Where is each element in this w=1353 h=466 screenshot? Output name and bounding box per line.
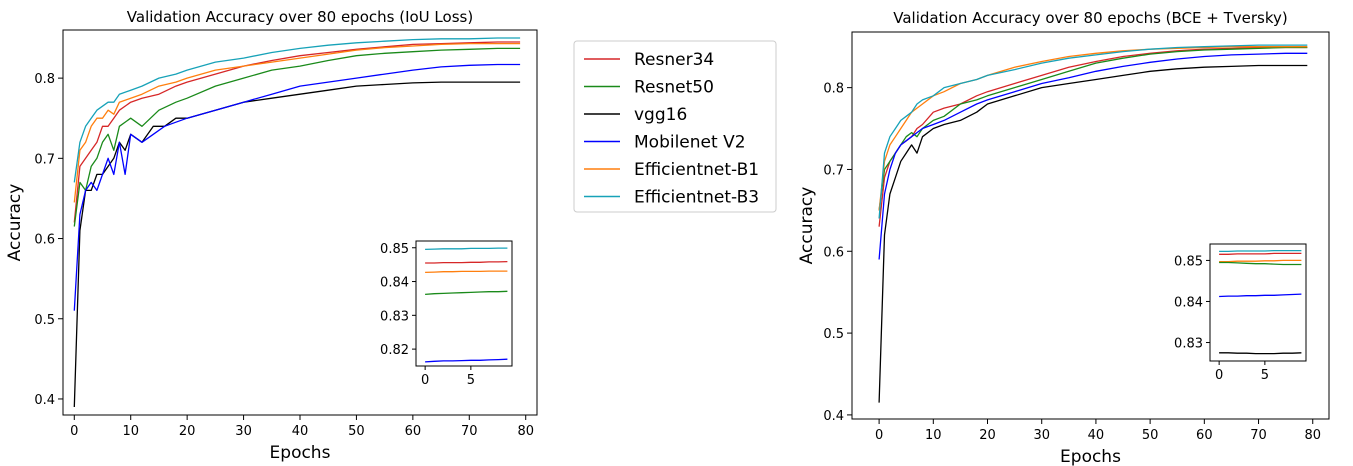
legend-label: Efficientnet-B1: [634, 160, 759, 180]
x-axis-label: Epochs: [1060, 447, 1121, 466]
y-tick-label: 0.4: [34, 393, 55, 408]
legend-label: Resnet50: [634, 78, 714, 98]
x-tick-label: 40: [292, 424, 309, 439]
inset-y-tick-label: 0.83: [380, 309, 409, 324]
legend-frame: [573, 40, 777, 213]
y-tick-label: 0.5: [823, 327, 844, 342]
inset-series-line-resnet50: [1219, 261, 1302, 266]
inset-frame: [415, 240, 513, 367]
x-axis-label: Epochs: [270, 443, 331, 463]
inset-series-line-efficientnet-b3: [425, 247, 508, 251]
x-tick-label: 80: [517, 424, 534, 439]
series-line-mobilenet-v2: [73, 63, 521, 311]
x-tick-label: 20: [179, 424, 196, 439]
y-axis-label: Accuracy: [797, 187, 817, 265]
inset-plot: 0 5 0.82 0.83 0.84 0.85: [380, 240, 513, 388]
series-line-mobilenet-v2: [878, 52, 1308, 260]
chart-title: Validation Accuracy over 80 epochs (IoU …: [127, 8, 473, 26]
y-tick-label: 0.7: [823, 163, 844, 178]
x-tick-label: 0: [875, 428, 883, 443]
y-tick-label: 0.6: [823, 245, 844, 260]
x-tick-label: 50: [1142, 428, 1159, 443]
y-axis-label: Accuracy: [5, 184, 25, 262]
y-tick-label: 0.8: [34, 72, 55, 87]
legend-item-resnet50: Resnet50: [584, 78, 714, 98]
x-tick-label: 60: [405, 424, 422, 439]
legend-label: Efficientnet-B3: [634, 188, 759, 208]
x-tick-label: 30: [1033, 428, 1050, 443]
x-tick-label: 50: [348, 424, 365, 439]
y-tick-label: 0.6: [34, 233, 55, 248]
series-line-efficientnet-b3: [878, 44, 1308, 219]
inset-series-line-efficientnet-b1: [425, 270, 508, 274]
legend-item-efficientnet-b1: Efficientnet-B1: [584, 160, 759, 180]
legend-item-efficientnet-b3: Efficientnet-B3: [584, 188, 759, 208]
inset-series-line-resner34: [1219, 252, 1302, 255]
inset-series-line-resner34: [425, 260, 508, 264]
y-tick-label: 0.8: [823, 82, 844, 97]
series-group: [73, 37, 521, 408]
x-tick-label: 10: [122, 424, 139, 439]
legend-item-resner34: Resner34: [584, 50, 714, 70]
x-tick-label: 20: [979, 428, 996, 443]
series-line-vgg16: [878, 64, 1308, 403]
inset-y-tick-label: 0.82: [380, 343, 409, 358]
x-tick-label: 60: [1196, 428, 1213, 443]
legend-label: Mobilenet V2: [634, 133, 746, 153]
legend-label: Resner34: [634, 50, 714, 70]
inset-x-tick-label: 5: [1261, 368, 1269, 383]
legend: Resner34 Resnet50 vgg16 Mobilenet V2 Efficie…: [573, 40, 777, 213]
inset-series-line-mobilenet-v2: [1219, 293, 1302, 298]
inset-y-tick-label: 0.84: [1174, 295, 1203, 310]
series-line-resnet50: [73, 47, 521, 227]
inset-x-tick-label: 5: [467, 373, 475, 388]
x-tick-label: 10: [925, 428, 942, 443]
inset-series-line-resnet50: [425, 290, 508, 296]
inset-series-line-efficientnet-b3: [1219, 249, 1302, 253]
x-tick-label: 80: [1304, 428, 1321, 443]
chart-panel-2: Validation Accuracy over 80 epochs (BCE …: [797, 9, 1330, 466]
inset-x-tick-label: 0: [421, 373, 429, 388]
x-tick-label: 0: [70, 424, 78, 439]
x-tick-label: 30: [235, 424, 252, 439]
x-tick-label: 70: [461, 424, 478, 439]
series-line-vgg16: [73, 81, 521, 408]
inset-y-tick-label: 0.85: [380, 242, 409, 257]
x-tick-label: 40: [1088, 428, 1105, 443]
inset-y-tick-label: 0.84: [380, 276, 409, 291]
inset-x-tick-label: 0: [1215, 368, 1223, 383]
inset-series-line-vgg16: [1219, 352, 1302, 355]
inset-y-tick-label: 0.83: [1174, 337, 1203, 352]
inset-series-line-mobilenet-v2: [425, 358, 508, 363]
chart-panel-1: Validation Accuracy over 80 epochs (IoU …: [5, 8, 538, 463]
series-line-efficientnet-b1: [878, 46, 1308, 211]
inset-series-line-efficientnet-b1: [1219, 259, 1302, 263]
series-line-efficientnet-b1: [73, 42, 521, 203]
series-group: [878, 44, 1308, 403]
inset-y-tick-label: 0.85: [1174, 254, 1203, 269]
y-tick-label: 0.5: [34, 313, 55, 328]
inset-plot: 0 5 0.83 0.84 0.85: [1174, 243, 1307, 383]
y-tick-label: 0.4: [823, 409, 844, 424]
legend-item-mobilenet-v2: Mobilenet V2: [584, 133, 746, 153]
chart-title: Validation Accuracy over 80 epochs (BCE …: [893, 9, 1288, 27]
axes-frame: [851, 31, 1330, 420]
y-tick-label: 0.7: [34, 152, 55, 167]
series-line-resner34: [73, 41, 521, 223]
legend-item-vgg16: vgg16: [584, 105, 687, 125]
legend-label: vgg16: [634, 105, 687, 125]
series-line-resner34: [878, 46, 1308, 227]
x-tick-label: 70: [1250, 428, 1267, 443]
series-line-efficientnet-b3: [73, 37, 521, 183]
